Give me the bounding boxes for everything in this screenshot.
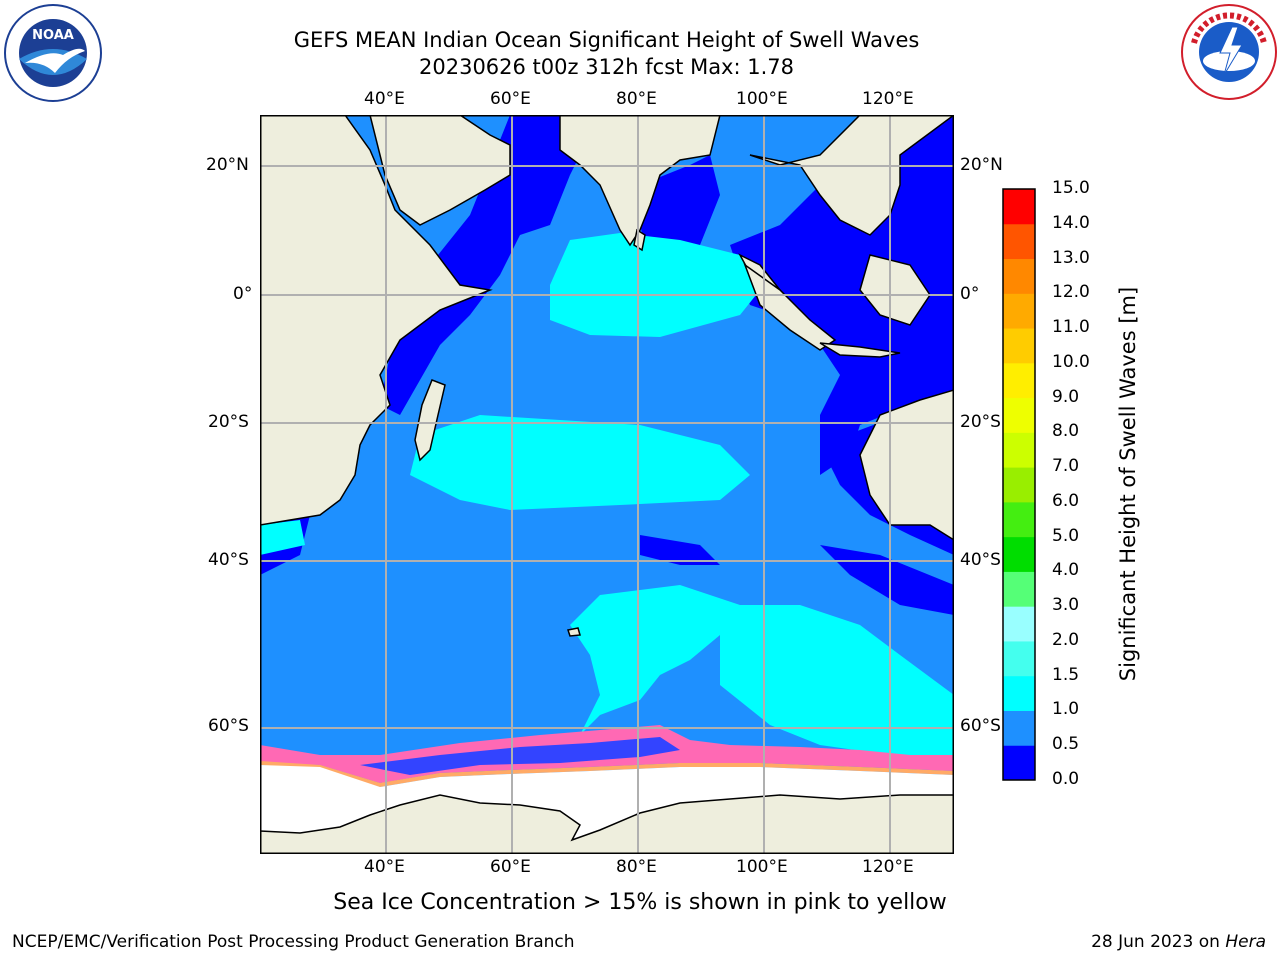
colorbar-tick-label: 6.0: [1052, 490, 1080, 511]
colorbar-swatch: [1003, 536, 1035, 572]
lon-label-bottom: 60°E: [490, 857, 531, 877]
colorbar: [1002, 188, 1036, 781]
lon-label-top: 40°E: [364, 89, 405, 109]
sea-ice-caption: Sea Ice Concentration > 15% is shown in …: [333, 890, 947, 915]
colorbar-tick-label: 14.0: [1052, 212, 1090, 233]
colorbar-swatch: [1003, 328, 1035, 364]
colorbar-swatch: [1003, 258, 1035, 294]
lon-label-bottom: 80°E: [616, 857, 657, 877]
colorbar-tick-label: 10.0: [1052, 351, 1090, 372]
map-frame: [260, 115, 954, 854]
colorbar-tick-label: 12.0: [1052, 282, 1090, 303]
nws-logo: [1180, 3, 1278, 105]
colorbar-tick-label: 5.0: [1052, 525, 1080, 546]
colorbar-tick-label: 4.0: [1052, 560, 1080, 581]
colorbar-tick-label: 7.0: [1052, 456, 1080, 477]
colorbar-tick-label: 2.0: [1052, 629, 1080, 650]
colorbar-swatch: [1003, 223, 1035, 260]
sea-ice-inner-band: [360, 737, 680, 775]
lon-label-bottom: 100°E: [736, 857, 788, 877]
lon-label-bottom: 120°E: [862, 857, 914, 877]
colorbar-swatch: [1003, 571, 1035, 607]
noaa-logo: NOAA: [3, 3, 103, 107]
lon-label-top: 100°E: [736, 89, 788, 109]
colorbar-tick-label: 11.0: [1052, 317, 1090, 338]
colorbar-tick-label: 0.0: [1052, 769, 1080, 789]
colorbar-swatch: [1003, 745, 1035, 781]
lat-label-left: 60°S: [208, 716, 249, 736]
lon-label-top: 80°E: [616, 89, 657, 109]
colorbar-tick-label: 15.0: [1052, 178, 1090, 198]
colorbar-swatch: [1003, 432, 1035, 468]
graticule: [260, 115, 954, 854]
colorbar-swatch: [1003, 293, 1035, 329]
swell-height-map: [260, 115, 954, 854]
chart-title: GEFS MEAN Indian Ocean Significant Heigh…: [293, 28, 920, 52]
lat-label-right: 20°S: [960, 412, 1001, 432]
colorbar-swatch: [1003, 640, 1035, 677]
sea-ice-edge: [260, 761, 954, 788]
colorbar-swatch: [1003, 397, 1035, 433]
noaa-logo-text: NOAA: [32, 28, 74, 43]
colorbar-swatch: [1003, 675, 1035, 711]
lat-label-left: 40°S: [208, 550, 249, 570]
lat-label-right: 40°S: [960, 550, 1001, 570]
colorbar-swatch: [1003, 606, 1035, 642]
colorbar-tick-label: 8.0: [1052, 421, 1080, 442]
colorbar-swatch: [1003, 362, 1035, 399]
colorbar-swatch: [1003, 467, 1035, 503]
colorbar-tick-label: 13.0: [1052, 247, 1090, 268]
footer-date: 28 Jun 2023 on Hera: [1091, 932, 1266, 952]
lat-label-right: 20°N: [960, 155, 1003, 175]
lat-label-left: 20°N: [206, 155, 249, 175]
colorbar-tick-label: 1.0: [1052, 699, 1080, 720]
footer-date-text: 28 Jun 2023 on: [1091, 932, 1226, 952]
lon-label-bottom: 40°E: [364, 857, 405, 877]
lon-label-top: 120°E: [862, 89, 914, 109]
lon-label-top: 60°E: [490, 89, 531, 109]
lat-label-left: 20°S: [208, 412, 249, 432]
colorbar-swatch: [1003, 710, 1035, 746]
colorbar-tick-label: 0.5: [1052, 734, 1080, 755]
footer-machine: Hera: [1225, 932, 1266, 952]
lat-label-right: 60°S: [960, 716, 1001, 736]
colorbar-tick-label: 9.0: [1052, 386, 1080, 407]
colorbar-tick-label: 1.5: [1052, 664, 1080, 685]
chart-subtitle: 20230626 t00z 312h fcst Max: 1.78: [419, 55, 794, 79]
colorbar-swatch: [1003, 501, 1035, 538]
colorbar-swatch: [1003, 189, 1035, 225]
footer-credit: NCEP/EMC/Verification Post Processing Pr…: [12, 932, 575, 952]
lat-label-right: 0°: [960, 284, 980, 304]
colorbar-tick-label: 3.0: [1052, 595, 1080, 616]
colorbar-title: Significant Height of Swell Waves [m]: [1116, 286, 1140, 682]
lat-label-left: 0°: [233, 284, 253, 304]
ocean-swell-1.0-1.5-areas: [260, 233, 954, 765]
